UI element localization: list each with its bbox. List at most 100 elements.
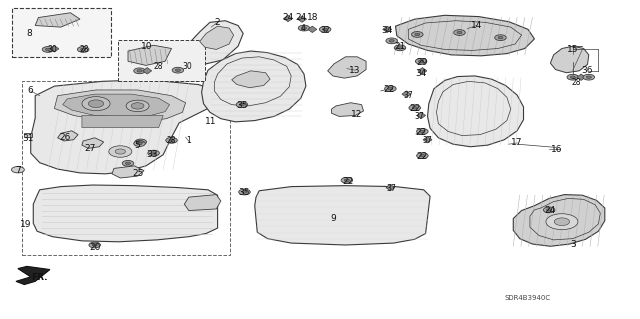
Polygon shape — [418, 68, 427, 74]
Text: 35: 35 — [236, 101, 248, 110]
Polygon shape — [255, 186, 430, 245]
Text: 28: 28 — [154, 63, 163, 71]
Circle shape — [125, 162, 131, 165]
Circle shape — [543, 207, 555, 213]
Circle shape — [454, 30, 465, 35]
Circle shape — [148, 150, 159, 156]
Polygon shape — [16, 266, 50, 285]
Polygon shape — [298, 16, 307, 22]
Text: 22: 22 — [342, 177, 353, 186]
Bar — [12, 8, 111, 57]
Circle shape — [457, 31, 462, 34]
Polygon shape — [184, 195, 221, 211]
Text: 28: 28 — [167, 136, 176, 145]
Text: 20: 20 — [89, 243, 100, 252]
Polygon shape — [200, 26, 234, 49]
Circle shape — [172, 67, 184, 73]
Text: 11: 11 — [205, 117, 217, 126]
Polygon shape — [58, 131, 78, 141]
Text: 21: 21 — [394, 42, 406, 51]
Circle shape — [92, 244, 97, 246]
Polygon shape — [186, 21, 243, 64]
Bar — [24, 133, 32, 137]
Circle shape — [546, 214, 578, 230]
Text: 1: 1 — [186, 136, 191, 145]
Circle shape — [341, 177, 353, 183]
Text: 8: 8 — [26, 29, 31, 38]
Text: 10: 10 — [141, 42, 153, 51]
Circle shape — [81, 48, 86, 51]
Text: 5: 5 — [135, 141, 140, 150]
Text: 6: 6 — [28, 86, 33, 95]
Polygon shape — [112, 166, 144, 178]
Text: 12: 12 — [351, 110, 363, 119]
Circle shape — [298, 25, 310, 31]
Polygon shape — [423, 137, 432, 143]
Circle shape — [122, 160, 134, 166]
Circle shape — [397, 47, 403, 49]
Circle shape — [409, 105, 420, 111]
Polygon shape — [128, 45, 172, 65]
Polygon shape — [284, 15, 292, 22]
Circle shape — [137, 70, 142, 72]
Text: 24: 24 — [295, 13, 307, 22]
Bar — [22, 81, 230, 255]
Text: 15: 15 — [567, 45, 579, 54]
Circle shape — [419, 60, 424, 63]
Text: 30: 30 — [182, 63, 192, 71]
Text: 30: 30 — [47, 45, 58, 54]
Text: 28: 28 — [80, 45, 89, 54]
Circle shape — [547, 209, 552, 211]
Text: 22: 22 — [409, 104, 420, 113]
Circle shape — [138, 141, 143, 143]
Polygon shape — [143, 68, 152, 74]
Text: 22: 22 — [415, 128, 427, 137]
Text: 26: 26 — [60, 133, 71, 142]
Polygon shape — [63, 94, 170, 117]
Circle shape — [388, 87, 393, 90]
Polygon shape — [402, 91, 411, 97]
Text: 37: 37 — [387, 184, 397, 193]
Polygon shape — [82, 138, 104, 148]
Circle shape — [131, 103, 144, 109]
Circle shape — [12, 167, 24, 173]
Polygon shape — [328, 57, 366, 78]
Text: 31: 31 — [22, 134, 34, 143]
Polygon shape — [428, 76, 524, 147]
Text: 18: 18 — [307, 13, 318, 22]
Polygon shape — [50, 46, 59, 52]
Circle shape — [415, 33, 420, 36]
Circle shape — [82, 97, 110, 111]
Circle shape — [109, 146, 132, 157]
Polygon shape — [54, 90, 186, 122]
Circle shape — [137, 142, 142, 145]
Circle shape — [126, 100, 149, 112]
Text: 3: 3 — [570, 240, 575, 249]
Circle shape — [169, 139, 174, 142]
Text: 36: 36 — [582, 66, 593, 75]
Polygon shape — [577, 74, 586, 80]
Text: 37: 37 — [414, 112, 424, 121]
Circle shape — [389, 40, 394, 42]
Text: SDR4B3940C: SDR4B3940C — [505, 295, 551, 301]
Text: 2: 2 — [215, 18, 220, 27]
Circle shape — [570, 76, 575, 78]
Polygon shape — [82, 115, 163, 128]
Circle shape — [301, 27, 307, 29]
Circle shape — [166, 137, 177, 143]
Text: 33: 33 — [147, 150, 158, 159]
Circle shape — [586, 76, 591, 78]
Circle shape — [77, 47, 89, 52]
Text: 19: 19 — [20, 220, 31, 229]
Text: 37: 37 — [422, 136, 433, 145]
Text: 24: 24 — [545, 206, 556, 215]
Circle shape — [151, 152, 156, 154]
Circle shape — [134, 141, 145, 146]
Text: 17: 17 — [511, 138, 523, 147]
Circle shape — [175, 69, 180, 71]
Circle shape — [394, 45, 406, 51]
Circle shape — [385, 86, 396, 92]
Circle shape — [417, 153, 428, 159]
Text: 14: 14 — [471, 21, 483, 30]
Circle shape — [88, 100, 104, 108]
